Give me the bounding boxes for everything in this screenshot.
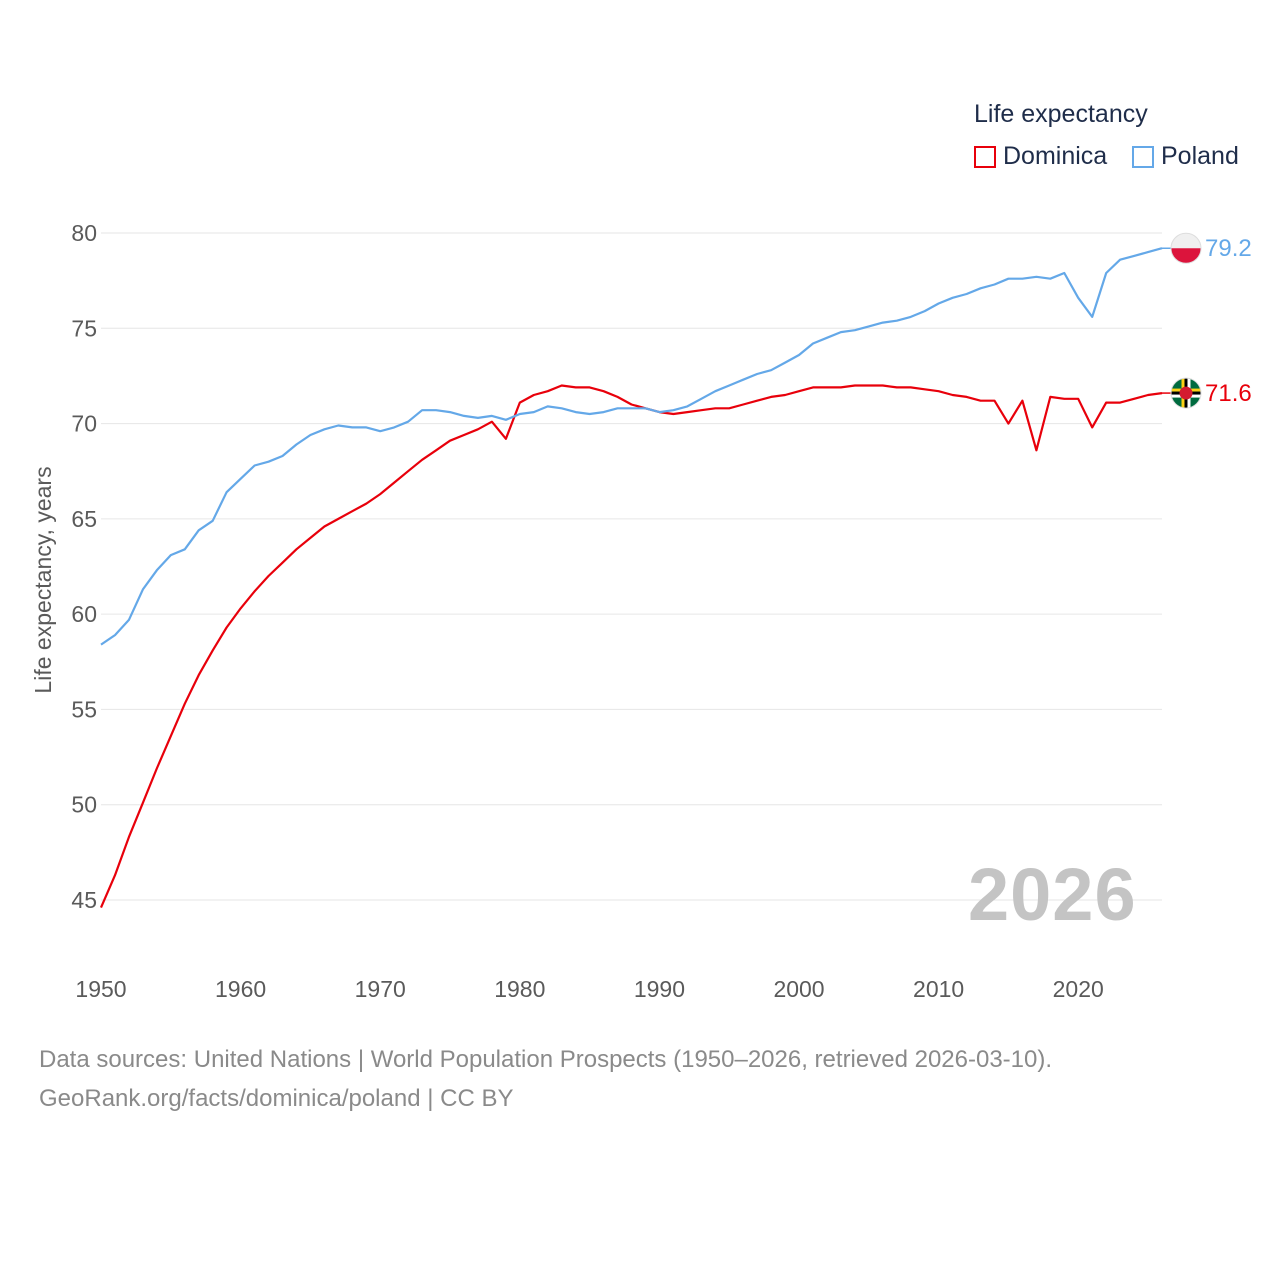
y-axis-ticks: 45 50 55 60 65 70 75 80 [71, 220, 97, 913]
series-end-label-poland: 79.2 [1205, 235, 1252, 262]
footer-attribution[interactable]: GeoRank.org/facts/dominica/poland | CC B… [39, 1085, 514, 1112]
y-tick-label: 55 [71, 696, 97, 722]
x-tick-label: 1950 [75, 976, 126, 1002]
y-tick-label: 80 [71, 220, 97, 246]
y-tick-label: 60 [71, 601, 97, 627]
legend-swatch-poland [1132, 145, 1154, 168]
x-axis-ticks: 1950 1960 1970 1980 1990 2000 2010 2020 [75, 976, 1103, 1002]
grid [101, 232, 1162, 901]
footer-sources: Data sources: United Nations | World Pop… [39, 1046, 1053, 1073]
dominica-flag-icon [1170, 377, 1202, 409]
series-lines [99, 247, 1163, 909]
legend-label-dominica: Dominica [1003, 142, 1108, 170]
legend-item-dominica[interactable]: Dominica [974, 142, 1107, 171]
y-tick-label: 65 [71, 506, 97, 532]
y-tick-label: 75 [71, 315, 97, 341]
y-tick-label: 45 [71, 887, 97, 913]
y-axis-label: Life expectancy, years [30, 466, 56, 693]
poland-flag-icon [1170, 232, 1202, 264]
x-tick-label: 1960 [215, 976, 266, 1002]
series-end-markers: 71.6 79.2 [1162, 232, 1252, 409]
y-tick-label: 70 [71, 411, 97, 437]
x-tick-label: 2010 [913, 976, 964, 1002]
x-tick-label: 2000 [773, 976, 824, 1002]
x-tick-label: 1990 [634, 976, 685, 1002]
series-end-label-dominica: 71.6 [1205, 380, 1252, 407]
legend-title: Life expectancy [974, 100, 1148, 128]
series-line-poland [100, 247, 1163, 646]
legend-swatch-dominica [974, 145, 996, 168]
x-tick-label: 1970 [355, 976, 406, 1002]
y-tick-label: 50 [71, 792, 97, 818]
x-tick-label: 2020 [1053, 976, 1104, 1002]
year-watermark: 2026 [968, 853, 1137, 936]
legend-item-poland[interactable]: Poland [1132, 142, 1239, 171]
x-tick-label: 1980 [494, 976, 545, 1002]
series-line-dominica [99, 384, 1163, 909]
legend-label-poland: Poland [1161, 142, 1239, 170]
